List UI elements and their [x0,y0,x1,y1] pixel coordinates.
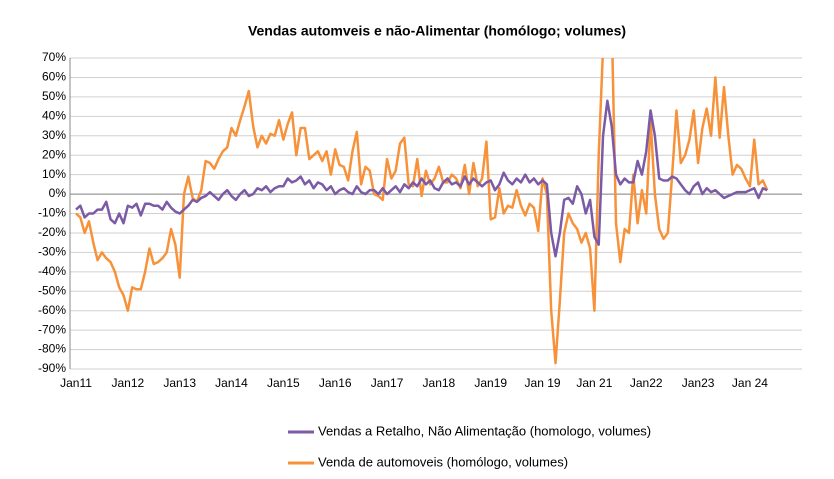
y-tick-label: -50% [38,283,66,297]
x-tick-label: Jan23 [682,376,715,390]
y-tick-label: 30% [42,128,66,142]
y-tick-label: 60% [42,70,66,84]
x-tick-label: Jan14 [215,376,248,390]
x-tick-label: Jan15 [267,376,300,390]
y-tick-label: -10% [38,206,66,220]
y-tick-label: 10% [42,167,66,181]
x-tick-label: Jan19 [474,376,507,390]
y-tick-label: 50% [42,89,66,103]
x-tick-label: Jan18 [423,376,456,390]
legend-label: Vendas a Retalho, Não Alimentação (homol… [318,423,651,438]
y-tick-label: -90% [38,361,66,375]
chart-title: Vendas automveis e não-Alimentar (homólo… [248,23,626,39]
y-tick-label: -30% [38,245,66,259]
x-tick-label: Jan 24 [732,376,768,390]
x-tick-label: Jan17 [371,376,404,390]
y-tick-label: -20% [38,225,66,239]
y-tick-label: -40% [38,264,66,278]
y-tick-label: -60% [38,303,66,317]
y-tick-label: 70% [42,50,66,64]
x-tick-label: Jan 21 [576,376,612,390]
y-tick-label: 20% [42,147,66,161]
x-tick-label: Jan11 [60,376,92,390]
y-tick-label: 40% [42,108,66,122]
y-tick-label: 0% [49,186,67,200]
x-tick-label: Jan22 [630,376,663,390]
y-tick-label: -70% [38,322,66,336]
y-tick-label: -80% [38,342,66,356]
series-line [75,58,769,365]
x-tick-label: Jan16 [319,376,352,390]
legend-label: Venda de automoveis (homólogo, volumes) [318,454,568,469]
series-line [75,99,768,258]
x-tick-label: Jan13 [163,376,196,390]
x-tick-label: Jan12 [111,376,144,390]
grid [69,57,802,370]
plot-area [75,58,769,365]
x-tick-label: Jan 19 [525,376,561,390]
